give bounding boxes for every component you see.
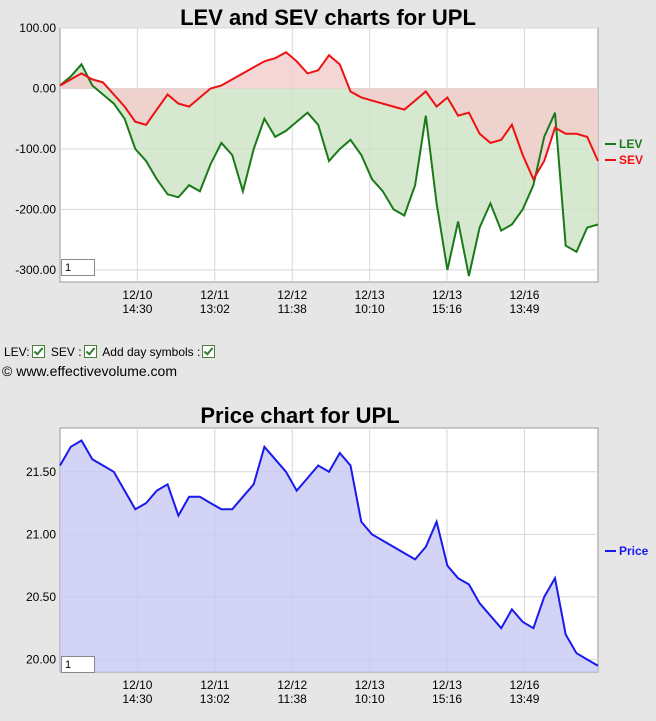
price-chart: Price chart for UPL 21.50 21.00 20.50 20.00… [0,390,656,721]
x-tick-time: 10:10 [355,302,385,316]
zoom-input[interactable]: 1 [61,259,95,276]
sev-checkbox[interactable] [83,345,97,358]
x-tick-date: 12/13 [355,678,385,692]
day-symbols-checkbox[interactable] [202,345,216,358]
x-tick-time: 13:49 [509,692,539,706]
x-tick-date: 12/10 [122,288,152,302]
x-tick-time: 13:02 [200,302,230,316]
x-tick-date: 12/10 [122,678,152,692]
series-line-price [59,439,599,667]
x-tick-date: 12/16 [509,288,539,302]
copyright: © www.effectivevolume.com [2,363,178,379]
x-tick-date: 12/13 [432,288,462,302]
series-line-lev [59,62,599,277]
x-tick-date: 12/12 [277,288,307,302]
x-tick-time: 15:16 [432,302,462,316]
zoom-input[interactable]: 1 [61,656,95,673]
x-tick-time: 11:38 [278,302,307,316]
top-chart: LEV and SEV charts for UPL 100.00 0.00 -10… [0,0,656,330]
y-tick-label: 100.00 [19,21,56,35]
legend-label-price: Price [619,544,649,558]
x-tick-date: 12/16 [509,678,539,692]
day-symbols-label: Add day symbols : [102,345,201,359]
y-tick-label: -200.00 [15,202,56,216]
x-tick-date: 12/11 [200,678,229,692]
series-toggles: LEV: SEV : Add day symbols : [4,345,218,359]
series-area-price [60,440,598,672]
y-tick-label: -100.00 [15,142,56,156]
lev-toggle-label: LEV: [4,345,30,359]
lev-sev-chart: LEV and SEV charts for UPL 100.00 0.00 -10… [15,5,643,316]
y-tick-label: 20.00 [26,652,56,666]
legend-label-lev: LEV [619,137,642,151]
x-tick-time: 10:10 [355,692,385,706]
x-tick-time: 13:02 [200,692,230,706]
legend-label-sev: SEV [619,153,643,167]
series-area-lev [60,64,598,276]
y-tick-label: 21.00 [26,527,56,541]
lev-checkbox[interactable] [31,345,45,358]
chart-title: LEV and SEV charts for UPL [180,5,476,30]
y-tick-label: -300.00 [15,263,56,277]
x-tick-date: 12/12 [277,678,307,692]
sev-toggle-label: SEV : [50,345,82,359]
price-chart-svg: Price chart for UPL 21.50 21.00 20.50 20.00… [26,403,649,706]
chart-title: Price chart for UPL [200,403,399,428]
x-tick-time: 11:38 [278,692,307,706]
x-tick-date: 12/13 [355,288,385,302]
x-tick-date: 12/13 [432,678,462,692]
y-tick-label: 21.50 [26,465,56,479]
series-area-sev [60,52,598,180]
x-tick-time: 14:30 [122,302,152,316]
y-tick-label: 0.00 [33,81,57,95]
y-tick-label: 20.50 [26,590,56,604]
x-tick-time: 13:49 [509,302,539,316]
x-tick-date: 12/11 [200,288,229,302]
x-tick-time: 15:16 [432,692,462,706]
x-tick-time: 14:30 [122,692,152,706]
series-line-sev [59,50,599,182]
